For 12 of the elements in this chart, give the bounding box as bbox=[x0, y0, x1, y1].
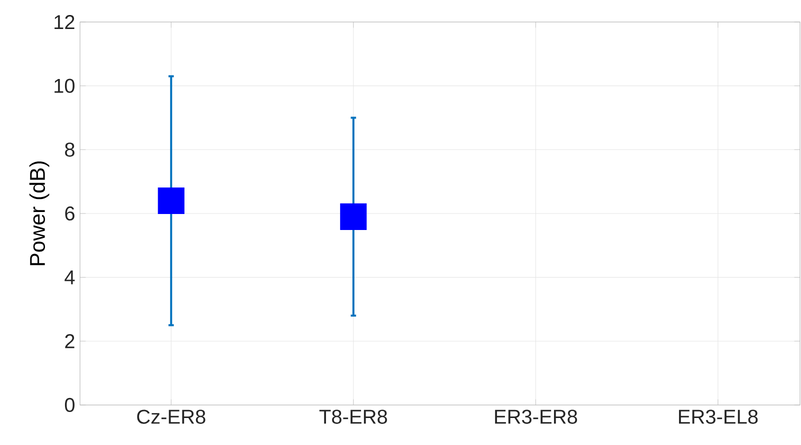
x-tick-label: ER3-ER8 bbox=[495, 410, 578, 424]
y-tick-label: 6 bbox=[65, 206, 74, 221]
y-tick-label: 12 bbox=[54, 15, 74, 29]
y-tick-label: 8 bbox=[65, 142, 74, 157]
y-axis-title: Power (dB) bbox=[29, 162, 50, 266]
x-tick-label: ER3-EL8 bbox=[679, 410, 758, 424]
y-tick-label: 2 bbox=[65, 334, 74, 348]
y-tick-label: 0 bbox=[64, 398, 74, 412]
y-tick-label: 4 bbox=[64, 270, 75, 284]
x-tick-label: Cz-ER8 bbox=[137, 410, 206, 424]
y-tick-label: 10 bbox=[54, 78, 74, 93]
x-tick-label: T8-ER8 bbox=[319, 410, 387, 424]
